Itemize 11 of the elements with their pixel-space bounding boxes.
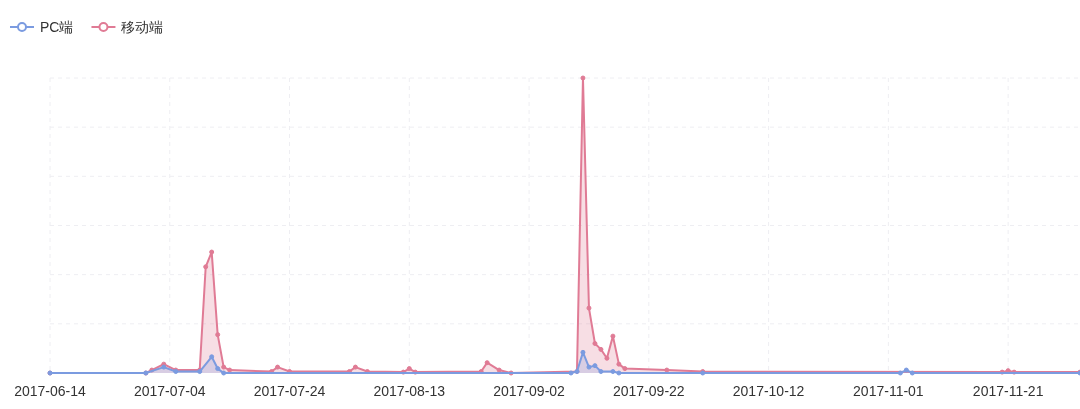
legend-label: PC端 <box>40 19 74 35</box>
x-tick-label: 2017-11-21 <box>972 383 1044 399</box>
x-tick-label: 2017-07-04 <box>133 383 206 399</box>
x-tick-label: 2017-10-12 <box>732 383 805 399</box>
x-tick-label: 2017-09-02 <box>493 383 566 399</box>
x-tick-label: 2017-08-13 <box>373 383 446 399</box>
legend-label: 移动端 <box>121 19 164 35</box>
x-tick-label: 2017-07-24 <box>253 383 326 399</box>
x-tick-label: 2017-11-01 <box>853 383 924 399</box>
x-tick-label: 2017-06-14 <box>14 383 87 399</box>
x-tick-label: 2017-09-22 <box>613 383 685 399</box>
